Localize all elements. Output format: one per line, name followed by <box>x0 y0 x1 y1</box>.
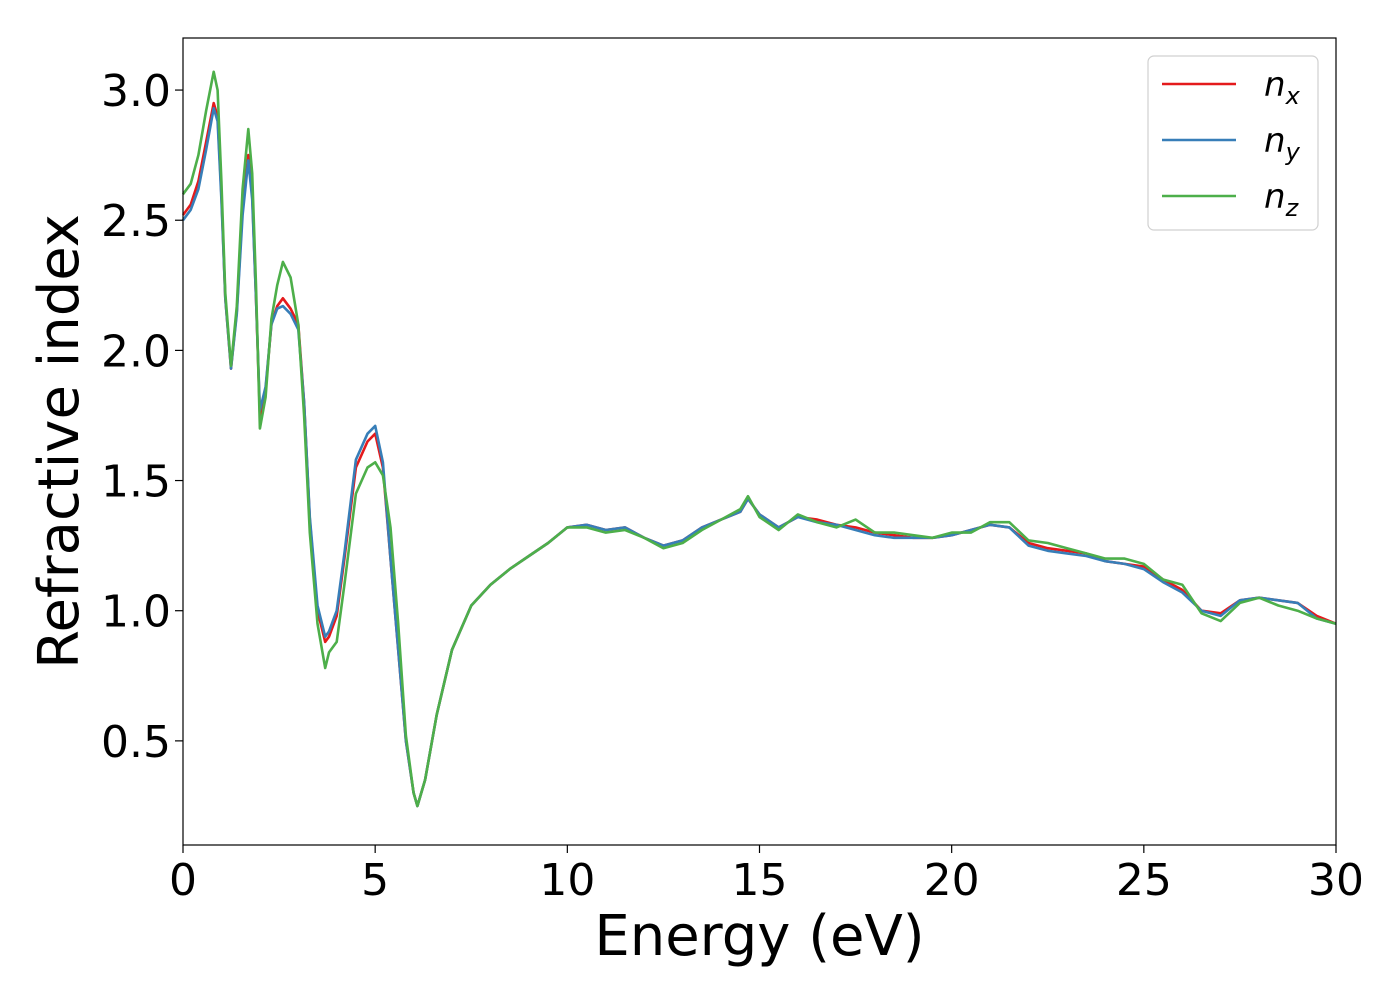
x-tick-label: 30 <box>1308 855 1364 906</box>
y-tick-label: 0.5 <box>101 717 171 768</box>
legend-label-y: ny <box>1264 121 1301 166</box>
legend-label-x: nx <box>1264 65 1301 110</box>
y-tick-label: 1.0 <box>101 587 171 638</box>
x-tick-label: 20 <box>924 855 980 906</box>
x-tick-label: 15 <box>732 855 788 906</box>
legend-box <box>1147 55 1319 231</box>
legend: nx ny nz <box>1147 55 1319 231</box>
y-axis-label: Refractive index <box>27 214 92 669</box>
series-layer <box>181 70 1337 808</box>
x-axis-label: Energy (eV) <box>594 904 924 969</box>
legend-label-z: nz <box>1264 177 1300 222</box>
x-tick-label: 5 <box>361 855 389 906</box>
y-tick-label: 2.5 <box>101 196 171 247</box>
y-axis-ticks: 0.5 1.0 1.5 2.0 2.5 3.0 <box>101 66 183 768</box>
series-line-z <box>181 70 1337 808</box>
y-tick-label: 2.0 <box>101 326 171 377</box>
x-tick-label: 0 <box>169 855 197 906</box>
y-tick-label: 1.5 <box>101 457 171 508</box>
x-axis-ticks: 0 5 10 15 20 25 30 <box>169 845 1364 906</box>
y-tick-label: 3.0 <box>101 66 171 117</box>
x-tick-label: 10 <box>539 855 595 906</box>
x-tick-label: 25 <box>1116 855 1172 906</box>
